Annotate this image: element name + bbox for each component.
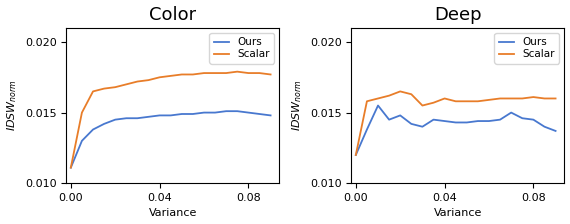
Y-axis label: $IDSW_{norm}$: $IDSW_{norm}$: [6, 80, 19, 131]
Line: Scalar: Scalar: [71, 72, 271, 168]
Scalar: [419, 104, 426, 107]
Ours: [386, 118, 393, 121]
Scalar: [474, 100, 481, 103]
Ours: [123, 117, 130, 120]
Ours: [430, 118, 437, 121]
Ours: [178, 113, 185, 115]
Ours: [256, 113, 263, 115]
Ours: [508, 111, 515, 114]
Scalar: [101, 87, 108, 90]
Scalar: [167, 75, 174, 77]
X-axis label: Variance: Variance: [434, 209, 482, 218]
Scalar: [463, 100, 470, 103]
Title: Color: Color: [149, 6, 197, 24]
Title: Deep: Deep: [434, 6, 482, 24]
Ours: [267, 114, 274, 117]
Ours: [167, 114, 174, 117]
Scalar: [223, 72, 230, 74]
Scalar: [374, 97, 381, 100]
Scalar: [441, 97, 448, 100]
Ours: [352, 154, 359, 156]
Ours: [552, 130, 559, 132]
Scalar: [156, 76, 163, 79]
Scalar: [211, 72, 218, 74]
Ours: [223, 110, 230, 112]
Ours: [530, 118, 537, 121]
Ours: [496, 118, 503, 121]
Ours: [463, 121, 470, 124]
Ours: [156, 114, 163, 117]
Ours: [134, 117, 141, 120]
Scalar: [67, 166, 74, 169]
Scalar: [267, 73, 274, 76]
Y-axis label: $IDSW_{norm}$: $IDSW_{norm}$: [291, 80, 304, 131]
Ours: [101, 123, 108, 125]
Ours: [408, 123, 415, 125]
Scalar: [430, 101, 437, 104]
Scalar: [364, 100, 371, 103]
Ours: [441, 120, 448, 122]
Ours: [67, 166, 74, 169]
Ours: [189, 113, 196, 115]
X-axis label: Variance: Variance: [149, 209, 197, 218]
Ours: [89, 128, 96, 131]
Ours: [211, 111, 218, 114]
Ours: [474, 120, 481, 122]
Ours: [541, 125, 548, 128]
Scalar: [496, 97, 503, 100]
Scalar: [256, 72, 263, 74]
Scalar: [452, 100, 459, 103]
Scalar: [397, 90, 404, 93]
Scalar: [234, 70, 241, 73]
Scalar: [245, 72, 252, 74]
Ours: [145, 116, 152, 118]
Ours: [486, 120, 492, 122]
Scalar: [112, 86, 119, 88]
Scalar: [519, 97, 526, 100]
Ours: [201, 111, 207, 114]
Scalar: [508, 97, 515, 100]
Scalar: [352, 154, 359, 156]
Ours: [519, 117, 526, 120]
Scalar: [145, 79, 152, 82]
Scalar: [530, 96, 537, 98]
Scalar: [201, 72, 207, 74]
Scalar: [89, 90, 96, 93]
Ours: [245, 111, 252, 114]
Scalar: [134, 80, 141, 83]
Ours: [79, 140, 86, 142]
Ours: [452, 121, 459, 124]
Scalar: [552, 97, 559, 100]
Ours: [419, 125, 426, 128]
Scalar: [79, 111, 86, 114]
Ours: [112, 118, 119, 121]
Scalar: [123, 83, 130, 86]
Ours: [364, 128, 371, 131]
Scalar: [486, 99, 492, 101]
Legend: Ours, Scalar: Ours, Scalar: [209, 33, 274, 64]
Line: Ours: Ours: [71, 111, 271, 168]
Line: Ours: Ours: [356, 106, 556, 155]
Ours: [397, 114, 404, 117]
Legend: Ours, Scalar: Ours, Scalar: [494, 33, 559, 64]
Ours: [234, 110, 241, 112]
Scalar: [178, 73, 185, 76]
Scalar: [386, 94, 393, 97]
Scalar: [541, 97, 548, 100]
Line: Scalar: Scalar: [356, 91, 556, 155]
Ours: [374, 104, 381, 107]
Scalar: [408, 93, 415, 96]
Scalar: [189, 73, 196, 76]
